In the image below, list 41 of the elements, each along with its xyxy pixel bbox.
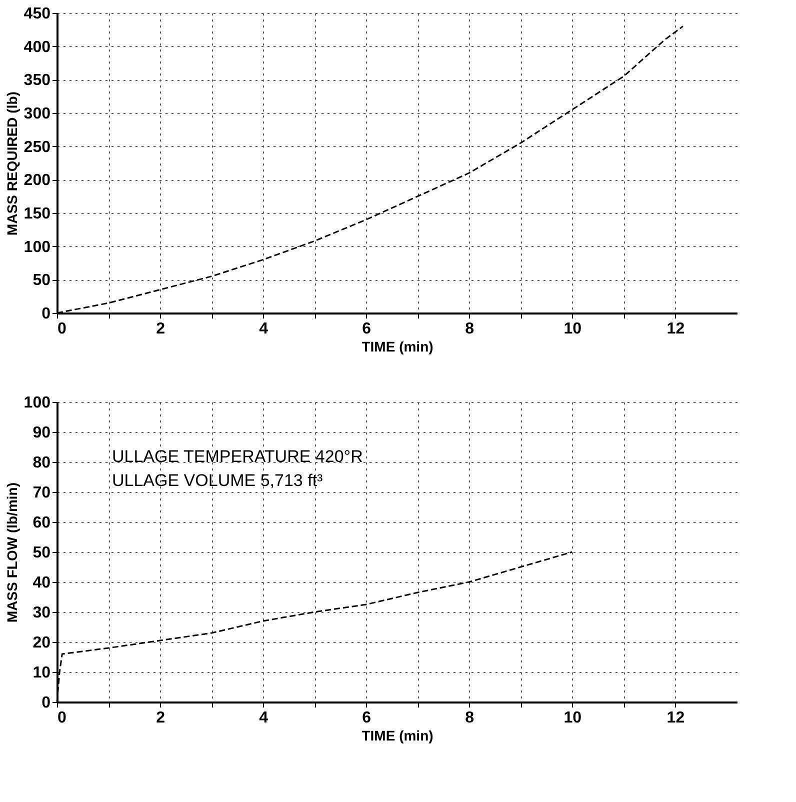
y-tick-label: 70 xyxy=(32,484,51,502)
y-tick-label: 100 xyxy=(24,394,51,412)
y-axis-title: MASS FLOW (lb/min) xyxy=(4,482,20,622)
y-tick-label: 80 xyxy=(32,454,51,472)
x-tick-label: 6 xyxy=(362,710,372,726)
y-tick-label: 200 xyxy=(24,172,51,190)
y-tick-label: 50 xyxy=(32,272,51,290)
x-tick-label: 10 xyxy=(564,710,582,726)
y-tick-label: 100 xyxy=(24,238,51,256)
x-tick-label: 8 xyxy=(465,320,474,338)
y-tick-label: 10 xyxy=(32,664,51,682)
y-tick-label: 30 xyxy=(32,604,51,622)
x-tick-label: 0 xyxy=(58,320,66,338)
x-tick-label: 6 xyxy=(362,320,372,338)
x-tick-label: 12 xyxy=(666,320,685,338)
x-tick-label: 0 xyxy=(58,710,66,726)
y-tick-label: 90 xyxy=(32,424,51,442)
x-tick-label: 2 xyxy=(156,320,166,338)
x-axis-title: TIME (min) xyxy=(362,338,434,354)
y-tick-label: 50 xyxy=(32,544,51,562)
x-tick-label: 10 xyxy=(564,320,582,338)
x-tick-label: 4 xyxy=(259,710,268,726)
y-tick-label: 60 xyxy=(32,514,51,532)
annotation: ULLAGE TEMPERATURE 420°R xyxy=(112,447,363,466)
x-tick-label: 8 xyxy=(465,710,474,726)
y-tick-label: 40 xyxy=(32,574,51,592)
y-tick-label: 150 xyxy=(24,206,51,222)
y-tick-label: 250 xyxy=(24,138,51,156)
x-tick-label: 2 xyxy=(156,710,166,726)
y-tick-label: 0 xyxy=(42,694,51,712)
x-axis-title: TIME (min) xyxy=(362,728,434,744)
y-tick-label: 300 xyxy=(24,106,51,122)
y-tick-label: 20 xyxy=(32,634,51,652)
x-tick-label: 12 xyxy=(666,710,685,726)
annotation: ULLAGE VOLUME 5,713 ft³ xyxy=(112,471,324,490)
y-tick-label: 400 xyxy=(24,38,51,56)
y-tick-label: 350 xyxy=(24,72,51,90)
y-axis-title: MASS REQUIRED (lb) xyxy=(4,92,20,236)
x-tick-label: 4 xyxy=(259,320,268,338)
y-tick-label: 0 xyxy=(42,306,51,322)
y-tick-label: 450 xyxy=(24,6,51,22)
